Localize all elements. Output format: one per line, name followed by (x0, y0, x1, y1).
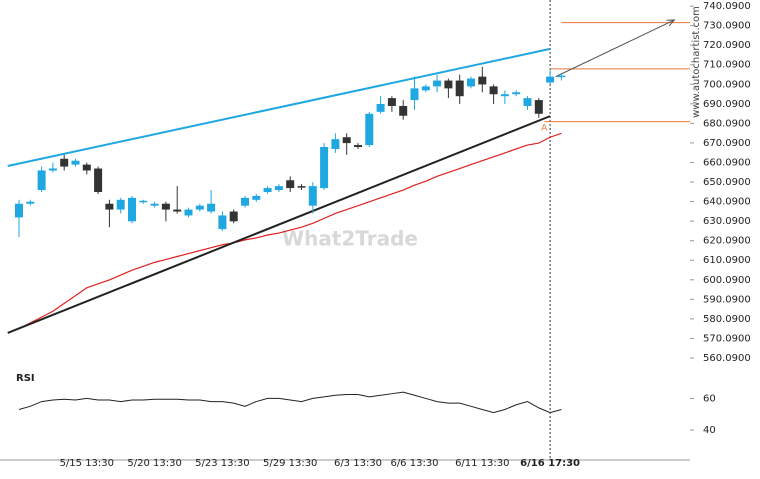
candle-body (241, 197, 249, 206)
x-tick-label: 6/3 13:30 (334, 458, 382, 469)
candle-body (444, 80, 453, 89)
pattern-label: A (541, 124, 548, 134)
candle-body (218, 215, 227, 230)
candle-body (184, 209, 193, 216)
candle-body (421, 86, 430, 91)
candle-body (116, 199, 125, 210)
x-tick-label: 5/29 13:30 (263, 458, 317, 469)
candle-body (534, 100, 543, 114)
candle-body (139, 200, 148, 203)
candle-body (512, 92, 521, 95)
candle-body (455, 80, 464, 97)
candle-body (252, 195, 261, 200)
rsi-line (18, 391, 562, 414)
candle-body (387, 98, 396, 106)
rsi-title: RSI (16, 373, 35, 384)
y-tick-label: 740.0900 (703, 1, 751, 12)
moving-average (18, 132, 562, 330)
candle-body (37, 170, 46, 191)
candle-body (354, 145, 362, 148)
candle-body (229, 211, 238, 222)
y-tick-label: 600.0900 (703, 275, 751, 286)
candle-body (308, 186, 317, 206)
candle-body (150, 203, 159, 206)
candle-body (489, 86, 498, 95)
x-tick-label: 5/23 13:30 (195, 458, 249, 469)
candle-body (207, 203, 216, 212)
candle-body (433, 80, 442, 87)
candle-body (128, 197, 136, 222)
x-tick-label: 6/11 13:30 (455, 458, 509, 469)
trend-line (7, 115, 551, 334)
y-tick-label: 610.0900 (703, 255, 751, 266)
candle-body (410, 88, 419, 101)
arrow-head (666, 19, 676, 27)
candle-body (161, 203, 170, 210)
y-tick-label: 650.0900 (703, 177, 751, 188)
candle-body (286, 180, 295, 189)
candle-body (523, 98, 532, 106)
y-tick-label: 580.0900 (703, 314, 751, 325)
candle-body (546, 76, 555, 83)
candle-body (15, 203, 23, 218)
trend-line (555, 19, 675, 78)
x-tick-label: 6/16 17:30 (520, 458, 580, 469)
y-tick-label: 660.0900 (703, 157, 751, 168)
candle-body (500, 94, 509, 97)
rsi-tick-label: 60 (703, 393, 716, 404)
candle-body (263, 188, 272, 192)
candle-body (60, 158, 69, 167)
x-tick-label: 5/15 13:30 (60, 458, 114, 469)
candle-body (297, 186, 306, 188)
y-tick-label: 570.0900 (703, 333, 751, 344)
candle-body (26, 201, 35, 204)
candle-body (557, 75, 566, 78)
candle-body (71, 160, 80, 165)
y-tick-label: 700.0900 (703, 79, 751, 90)
source: www.autochartist.com (691, 6, 702, 118)
trend-line (7, 47, 551, 167)
y-tick-label: 730.0900 (703, 21, 751, 32)
candle-body (195, 205, 204, 210)
candle-body (331, 139, 340, 149)
y-tick-label: 560.0900 (703, 353, 751, 364)
candle-body (376, 104, 385, 112)
candle-body (467, 78, 475, 87)
candle-body (478, 76, 487, 85)
candle-body (320, 147, 329, 189)
candle-body (274, 186, 283, 191)
y-tick-label: 680.0900 (703, 118, 751, 129)
y-tick-label: 640.0900 (703, 197, 751, 208)
candle-body (173, 209, 182, 212)
candle-body (399, 105, 408, 116)
x-tick-label: 6/6 13:30 (390, 458, 438, 469)
candle-body (342, 137, 351, 144)
y-tick-label: 590.0900 (703, 294, 751, 305)
y-tick-label: 720.0900 (703, 40, 751, 51)
rsi-tick-label: 40 (703, 425, 716, 436)
y-tick-label: 710.0900 (703, 60, 751, 71)
y-tick-label: 620.0900 (703, 236, 751, 247)
candle-body (105, 203, 114, 210)
watermark: What2Trade (282, 227, 418, 251)
candle-body (365, 113, 374, 146)
candle-body (94, 168, 103, 192)
y-tick-label: 690.0900 (703, 99, 751, 110)
x-tick-label: 5/20 13:30 (127, 458, 181, 469)
candle-body (48, 168, 57, 171)
y-tick-label: 670.0900 (703, 138, 751, 149)
candle-body (82, 164, 91, 171)
y-tick-label: 630.0900 (703, 216, 751, 227)
